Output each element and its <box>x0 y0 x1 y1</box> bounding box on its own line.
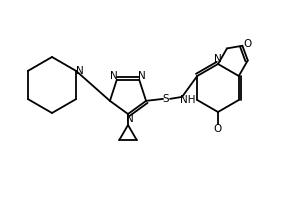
Text: S: S <box>163 94 169 104</box>
Text: N: N <box>214 54 222 64</box>
Text: O: O <box>214 124 222 134</box>
Text: O: O <box>243 39 251 49</box>
Text: N: N <box>110 71 118 81</box>
Text: N: N <box>138 71 146 81</box>
Text: N: N <box>126 114 134 124</box>
Text: N: N <box>76 66 84 76</box>
Text: NH: NH <box>181 95 196 105</box>
